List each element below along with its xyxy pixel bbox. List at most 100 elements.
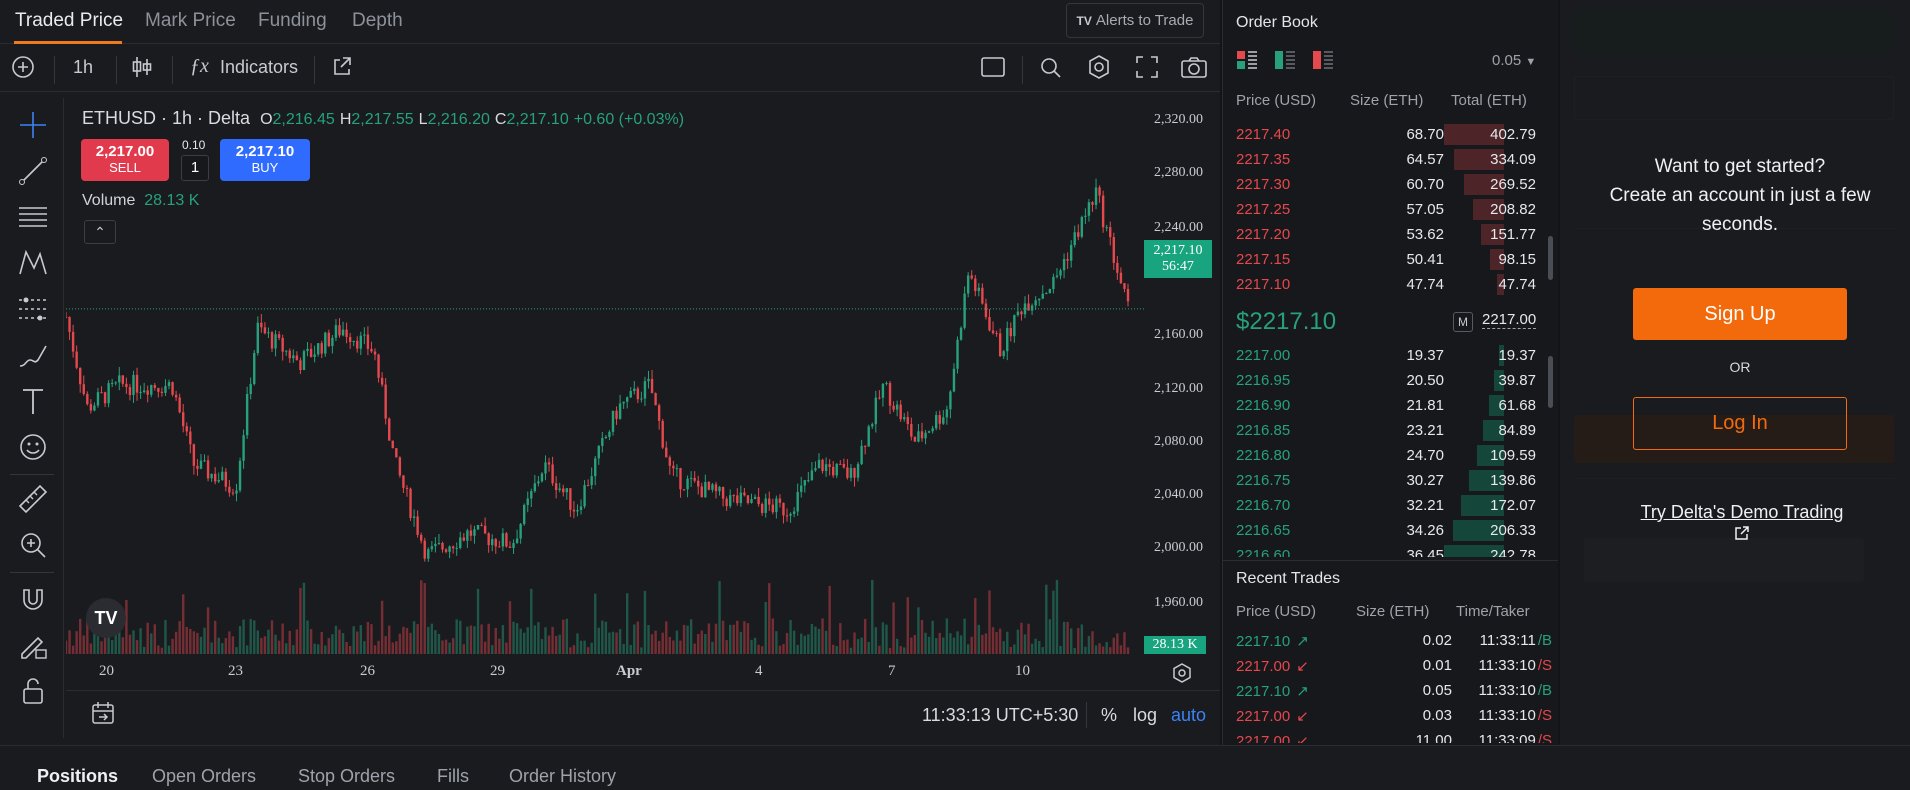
fib-lines-icon[interactable] [16,200,50,234]
bid-row[interactable]: 2216.80 24.70 109.59 [1222,443,1552,468]
tab-mark-price[interactable]: Mark Price [145,10,236,31]
collapse-legend-button[interactable]: ⌃ [84,220,116,244]
volume-bar [388,625,391,654]
unlock-icon[interactable] [16,674,50,708]
settings-icon[interactable] [1086,54,1112,85]
ask-row[interactable]: 2217.15 50.41 98.15 [1222,247,1552,272]
candle-body [185,426,188,432]
tab-open-orders[interactable]: Open Orders [152,766,257,786]
bid-row[interactable]: 2217.00 19.37 19.37 [1222,343,1552,368]
trendline-icon[interactable] [16,154,50,188]
candle-body [444,549,448,552]
tab-stop-orders[interactable]: Stop Orders [298,766,396,786]
volume-bar [253,620,256,654]
candle-body [324,332,327,354]
fullscreen-icon[interactable] [1134,54,1160,85]
volume-bar [419,580,423,654]
candle-body [164,385,167,393]
bid-row[interactable]: 2216.75 30.27 139.86 [1222,468,1552,493]
ask-row[interactable]: 2217.35 64.57 334.09 [1222,147,1552,172]
or-divider: OR [1729,359,1751,375]
bid-row[interactable]: 2216.90 21.81 61.68 [1222,393,1552,418]
candle-body [100,392,103,394]
prediction-icon[interactable] [16,292,50,326]
bid-row[interactable]: 2216.70 32.21 172.07 [1222,493,1552,518]
volume-bar [728,624,732,654]
ask-row[interactable]: 2217.40 68.70 402.79 [1222,122,1552,147]
tab-fills[interactable]: Fills [437,766,469,786]
candle-body [935,415,938,429]
candle-body [704,481,707,498]
bid-row[interactable]: 2216.65 34.26 206.33 [1222,518,1552,543]
book-asks-view-icon[interactable] [1312,50,1334,75]
quantity-input[interactable]: 1 [181,155,209,181]
demo-trading-link[interactable]: Try Delta's Demo Trading [1632,502,1852,546]
camera-icon[interactable] [1180,54,1208,85]
zoom-in-icon[interactable] [16,528,50,562]
volume-bar [192,631,196,654]
ask-row[interactable]: 2217.10 47.74 47.74 [1222,272,1552,297]
book-bids-view-icon[interactable] [1274,50,1296,75]
indicators-button[interactable]: Indicators [220,57,299,77]
volume-bar [469,625,473,654]
indicators-icon[interactable]: ƒx [190,55,209,77]
popout-icon[interactable] [331,54,353,85]
tick-size-select[interactable]: 0.05 ▼ [1492,52,1536,69]
ask-row[interactable]: 2217.25 57.05 208.82 [1222,197,1552,222]
book-both-view-icon[interactable] [1236,50,1258,75]
lock-drawing-icon[interactable] [16,628,50,662]
ask-row[interactable]: 2217.20 53.62 151.77 [1222,222,1552,247]
tab-funding[interactable]: Funding [258,10,327,31]
volume-bar [100,641,103,654]
alerts-button[interactable]: TV Alerts to Trade [1066,3,1204,38]
candle-body [526,498,529,505]
volume-bar [817,628,821,654]
pattern-icon[interactable] [16,246,50,280]
size-cell: 19.37 [1406,347,1444,364]
candle-body [881,383,885,398]
emoji-icon[interactable] [16,430,50,464]
log-scale-toggle[interactable]: log [1133,705,1158,725]
tab-depth[interactable]: Depth [352,10,403,31]
candle-body [494,539,497,547]
log-in-button[interactable]: Log In [1633,397,1847,450]
bid-row[interactable]: 2216.60 36.45 242.78 [1222,543,1552,557]
bid-row[interactable]: 2216.95 20.50 39.87 [1222,368,1552,393]
tab-traded-price[interactable]: Traded Price [15,10,124,31]
quick-sell-button[interactable]: 2,217.00 SELL [81,139,169,181]
candlestick-chart[interactable] [66,98,1218,688]
candle-body [579,506,583,510]
ruler-icon[interactable] [16,482,50,516]
percent-scale-toggle[interactable]: % [1101,705,1118,725]
layout-icon[interactable] [980,54,1006,85]
volume-bar [476,588,480,654]
time-tick: 4 [755,663,763,679]
quick-buy-button[interactable]: 2,217.10 BUY [220,139,310,181]
bids-scrollbar[interactable] [1548,356,1553,408]
auto-scale-toggle[interactable]: auto [1171,705,1207,725]
ask-row[interactable]: 2217.30 60.70 269.52 [1222,172,1552,197]
asks-scrollbar[interactable] [1548,236,1553,280]
bid-row[interactable]: 2216.85 23.21 84.89 [1222,418,1552,443]
quick-search-icon[interactable] [1038,54,1064,85]
volume-bar [217,637,220,654]
crosshair-icon[interactable] [16,108,50,142]
goto-date-icon[interactable] [90,700,116,731]
close-value: 2,217.10 [506,111,569,128]
candle-body [253,352,256,385]
chart-settings-icon[interactable] [1171,662,1193,689]
add-symbol-icon[interactable] [10,54,36,85]
brush-icon[interactable] [16,338,50,372]
magnet-icon[interactable] [16,582,50,616]
text-icon[interactable] [16,384,50,418]
candle-body [1069,245,1073,261]
volume-bar [160,647,164,654]
volume-bar [206,607,210,654]
tab-order-history[interactable]: Order History [509,766,617,786]
interval-button[interactable]: 1h [73,57,94,77]
volume-bar [110,640,114,654]
volume-bar [231,636,235,654]
sign-up-button[interactable]: Sign Up [1633,288,1847,340]
candle-style-icon[interactable] [130,54,154,85]
tab-positions[interactable]: Positions [37,766,119,786]
